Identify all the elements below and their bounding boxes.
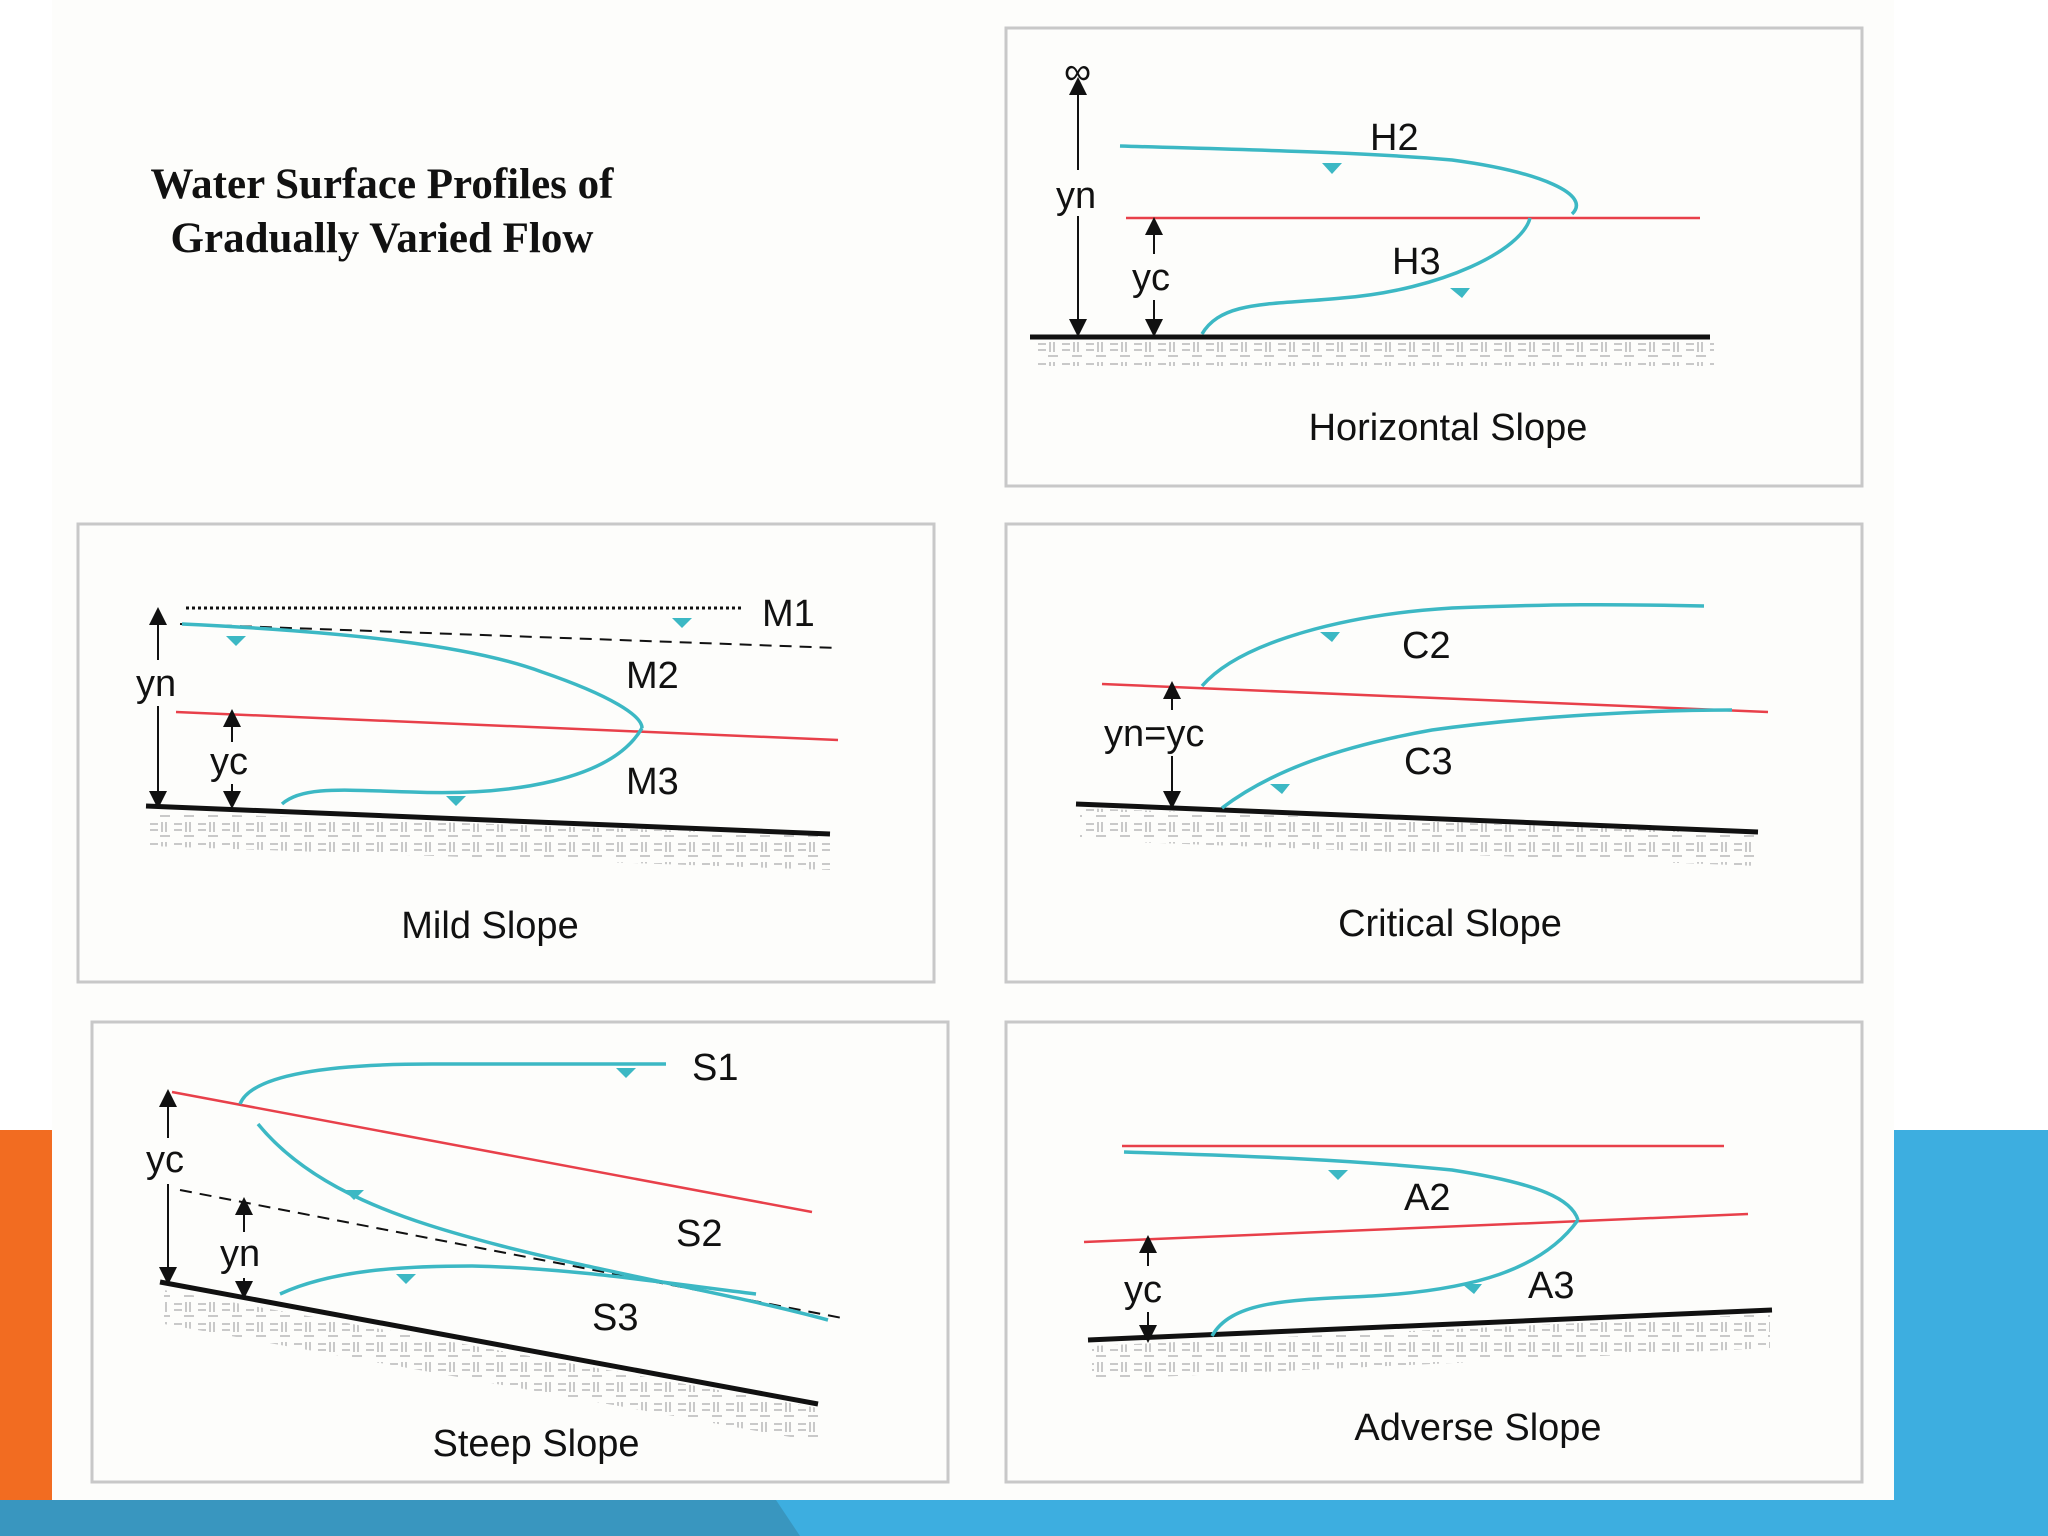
yc-label: yc [210, 741, 248, 783]
yn-label: yn [136, 663, 176, 705]
curve-label-c2: C2 [1402, 625, 1451, 667]
curve-a2 [1123, 1150, 1580, 1221]
water-surface-marker-icon [344, 1190, 364, 1200]
yc-label: yc [146, 1139, 184, 1181]
water-surface-marker-icon [226, 636, 246, 646]
page-title: Water Surface Profiles of Gradually Vari… [150, 161, 614, 262]
bed-hatch-pattern [164, 1290, 818, 1442]
curve-label-m3: M3 [626, 761, 679, 803]
panel-caption: Horizontal Slope [1309, 407, 1588, 449]
critical-depth-line [171, 1090, 813, 1214]
curve-label-h2: H2 [1370, 117, 1419, 159]
decor-bottom-band-dark [0, 1500, 800, 1536]
curve-label-s1: S1 [692, 1047, 738, 1089]
panel-caption: Adverse Slope [1354, 1407, 1601, 1449]
curve-s3 [279, 1264, 757, 1296]
curve-c3 [1220, 708, 1733, 810]
channel-bed [1087, 1307, 1773, 1343]
curve-m3 [280, 727, 644, 806]
panel-steep: yc yn S1 S2 S3 Steep Slope [90, 1020, 950, 1484]
water-surface-marker-icon [396, 1274, 416, 1284]
panel-adverse: yc A2 A3 Adverse Slope [1004, 1020, 1864, 1484]
critical-depth-line [1083, 1212, 1749, 1244]
curve-a3 [1210, 1218, 1580, 1337]
bed-hatch-pattern [1034, 340, 1714, 366]
critical-depth-line [175, 710, 839, 742]
panel-frame [76, 522, 936, 984]
water-surface-marker-icon [672, 618, 692, 628]
channel-bed [159, 1279, 819, 1407]
decor-orange-bar [0, 1130, 52, 1536]
curve-label-m1: M1 [762, 593, 815, 635]
curve-label-a2: A2 [1404, 1177, 1450, 1219]
curve-label-c3: C3 [1404, 741, 1453, 783]
channel-bed [1075, 801, 1759, 835]
curve-c2 [1200, 602, 1705, 688]
curve-s1 [238, 1062, 666, 1105]
curve-label-h3: H3 [1392, 241, 1441, 283]
panel-caption: Steep Slope [432, 1423, 639, 1465]
profiles-diagram: ∞ yn yc H2 H3 Horizontal Slope yn yc [76, 26, 1864, 1484]
water-surface-marker-icon [1328, 1170, 1348, 1180]
curve-label-s2: S2 [676, 1213, 722, 1255]
bed-hatch-pattern [1080, 808, 1758, 866]
curve-h3 [1200, 217, 1532, 335]
water-surface-marker-icon [1320, 632, 1340, 642]
water-surface-marker-icon [1450, 288, 1470, 298]
critical-depth-line [1101, 682, 1769, 714]
bed-hatch-pattern [1092, 1314, 1770, 1380]
water-surface-marker-icon [616, 1068, 636, 1078]
panel-caption: Mild Slope [401, 905, 578, 947]
infinity-label: ∞ [1064, 51, 1091, 93]
water-surface-marker-icon [446, 796, 466, 806]
normal-depth-line [179, 623, 839, 649]
curve-s2 [256, 1122, 829, 1322]
curve-label-a3: A3 [1528, 1265, 1574, 1307]
curve-label-s3: S3 [592, 1297, 638, 1339]
yn-label: yn [220, 1233, 260, 1275]
water-surface-marker-icon [1270, 784, 1290, 794]
yn-yc-label: yn=yc [1104, 713, 1204, 755]
water-surface-marker-icon [1462, 1284, 1482, 1294]
curve-h2 [1119, 144, 1579, 216]
panel-horizontal: ∞ yn yc H2 H3 Horizontal Slope [1004, 26, 1864, 488]
channel-bed [145, 803, 831, 837]
decor-blue-bar [1894, 1130, 2048, 1536]
curve-m2 [181, 622, 644, 729]
panel-mild: yn yc M1 M2 M3 Mild Slope [76, 522, 936, 984]
diagram-canvas: Water Surface Profiles of Gradually Vari… [52, 0, 1894, 1500]
water-surface-marker-icon [1322, 163, 1342, 174]
bed-hatch-pattern [150, 812, 830, 870]
panel-critical: yn=yc C2 C3 Critical Slope [1004, 522, 1864, 984]
panel-caption: Critical Slope [1338, 903, 1562, 945]
yc-label: yc [1132, 257, 1170, 299]
yn-label: yn [1056, 175, 1096, 217]
yc-label: yc [1124, 1269, 1162, 1311]
curve-label-m2: M2 [626, 655, 679, 697]
